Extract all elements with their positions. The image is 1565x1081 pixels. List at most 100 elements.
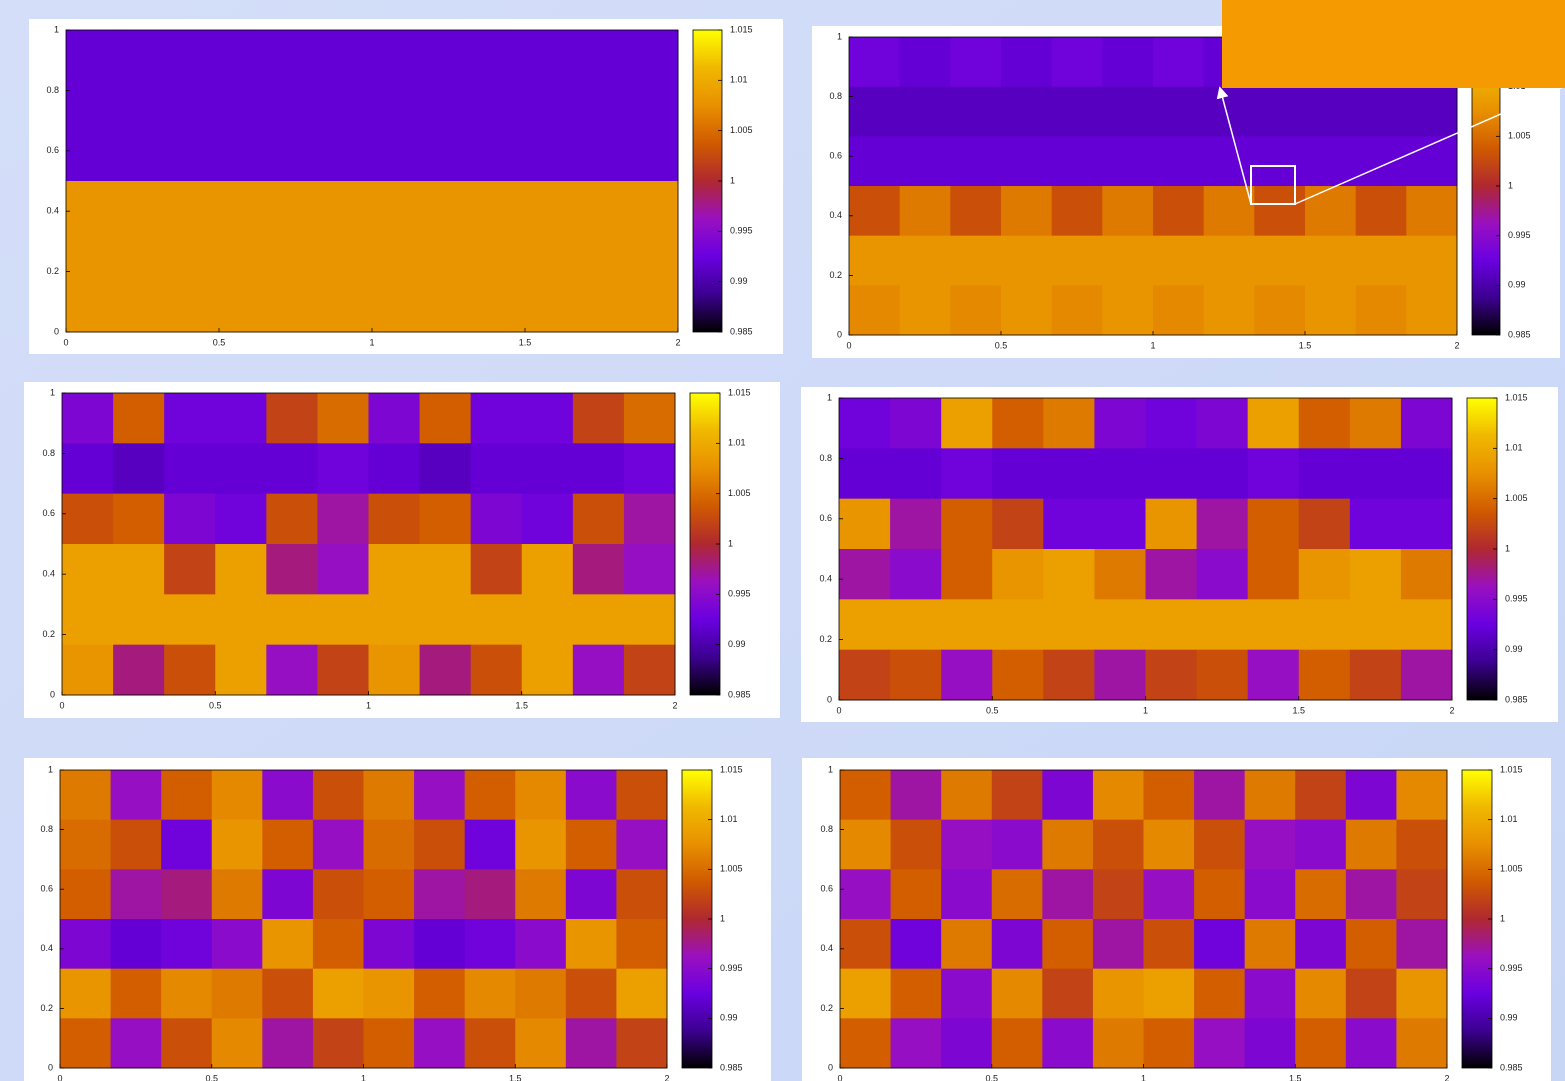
heatmap-cell xyxy=(1356,285,1407,335)
heatmap-cell xyxy=(1102,37,1153,87)
heatmap-cell xyxy=(1204,236,1255,286)
heatmap-cell xyxy=(313,820,364,870)
y-tick-label: 0.2 xyxy=(40,1003,53,1013)
heatmap-cell xyxy=(992,820,1043,870)
heatmap-cell xyxy=(465,869,516,919)
heatmap-cell xyxy=(1153,186,1204,236)
heatmap-cell xyxy=(992,549,1044,600)
heatmap-cell xyxy=(369,393,421,444)
heatmap-cell xyxy=(372,131,424,182)
heatmap-cell xyxy=(941,770,992,820)
x-tick-label: 2 xyxy=(1454,340,1459,350)
heatmap-cell xyxy=(992,650,1044,701)
heatmap-cell xyxy=(1295,969,1346,1019)
colorbar-tick-label: 1.005 xyxy=(730,125,753,135)
heatmap-cell xyxy=(168,231,220,282)
colorbar-tick-label: 1.015 xyxy=(730,24,753,34)
heatmap-cell xyxy=(576,282,628,333)
heatmap-cell xyxy=(1094,650,1146,701)
heatmap-cell xyxy=(321,80,373,131)
heatmap-cell xyxy=(1299,398,1351,449)
heatmap-cell xyxy=(266,494,318,545)
heatmap-cell xyxy=(839,549,891,600)
heatmap-cell xyxy=(1146,448,1198,499)
heatmap-cell xyxy=(891,919,942,969)
heatmap-cell xyxy=(1346,869,1397,919)
heatmap-cell xyxy=(1204,186,1255,236)
heatmap-cell xyxy=(60,1018,111,1068)
heatmap-cell xyxy=(1146,499,1198,550)
heatmap-cell xyxy=(372,80,424,131)
heatmap-cell xyxy=(573,393,625,444)
colorbar-tick-label: 0.985 xyxy=(730,326,753,336)
heatmap-cell xyxy=(62,494,114,545)
heatmap-cell xyxy=(1194,919,1245,969)
heatmap-cell xyxy=(60,820,111,870)
heatmap-cell xyxy=(1042,969,1093,1019)
heatmap-cell xyxy=(465,969,516,1019)
heatmap-cell xyxy=(1406,186,1457,236)
colorbar-tick-label: 1.005 xyxy=(1505,493,1528,503)
y-tick-label: 0.2 xyxy=(42,629,55,639)
heatmap-cell xyxy=(522,544,574,595)
heatmap-cell xyxy=(465,770,516,820)
heatmap-cell xyxy=(474,30,526,81)
heatmap-cell xyxy=(1094,549,1146,600)
heatmap-cell xyxy=(117,30,169,81)
heatmap-cell xyxy=(420,494,472,545)
heatmap-cell xyxy=(890,599,942,650)
heatmap-cell xyxy=(117,80,169,131)
heatmap-cell xyxy=(624,494,676,545)
heatmap-cell xyxy=(950,87,1001,137)
x-tick-label: 2 xyxy=(1449,705,1454,715)
heatmap-cell xyxy=(1153,236,1204,286)
heatmap-cell xyxy=(627,181,679,232)
heatmap-cell xyxy=(941,969,992,1019)
heatmap-cell xyxy=(1245,919,1296,969)
heatmap-cell xyxy=(1093,1018,1144,1068)
heatmap-cell xyxy=(1406,236,1457,286)
heatmap-cell xyxy=(992,919,1043,969)
heatmap-cell xyxy=(1346,770,1397,820)
heatmap-cell xyxy=(1401,650,1453,701)
heatmap-cell xyxy=(317,544,369,595)
y-tick-label: 1 xyxy=(828,764,833,774)
heatmap-cell xyxy=(1396,919,1447,969)
heatmap-cell xyxy=(525,231,577,282)
y-tick-label: 0.6 xyxy=(40,884,53,894)
heatmap-cell xyxy=(369,594,421,645)
colorbar-tick-label: 1.005 xyxy=(1500,864,1523,874)
heatmap-cell xyxy=(1406,285,1457,335)
heatmap-cell xyxy=(1350,549,1402,600)
x-tick-label: 0 xyxy=(837,1073,842,1081)
zoom-inset xyxy=(1222,0,1565,88)
heatmap-cell xyxy=(1052,136,1103,186)
heatmap-cell xyxy=(576,181,628,232)
heatmap-cell xyxy=(891,1018,942,1068)
heatmap-cell xyxy=(215,443,267,494)
heatmap-cell xyxy=(262,1018,313,1068)
heatmap-cell xyxy=(1001,37,1052,87)
heatmap-cell xyxy=(1042,820,1093,870)
colorbar-tick-label: 1 xyxy=(730,175,735,185)
heatmap-cell xyxy=(1204,87,1255,137)
heatmap-cell xyxy=(849,236,900,286)
heatmap-cell xyxy=(573,645,625,696)
heatmap-cell xyxy=(566,770,617,820)
heatmap-cell xyxy=(66,282,118,333)
heatmap-cell xyxy=(1401,599,1453,650)
heatmap-cell xyxy=(60,969,111,1019)
heatmap-cell xyxy=(1144,770,1195,820)
heatmap-cell xyxy=(313,969,364,1019)
heatmap-cell xyxy=(992,599,1044,650)
heatmap-cell xyxy=(1305,87,1356,137)
heatmap-cell xyxy=(471,594,523,645)
heatmap-cell xyxy=(1194,820,1245,870)
heatmap-cell xyxy=(849,37,900,87)
heatmap-cell xyxy=(164,443,216,494)
x-tick-label: 0.5 xyxy=(995,340,1008,350)
heatmap-cell xyxy=(840,1018,891,1068)
y-tick-label: 0.8 xyxy=(42,448,55,458)
